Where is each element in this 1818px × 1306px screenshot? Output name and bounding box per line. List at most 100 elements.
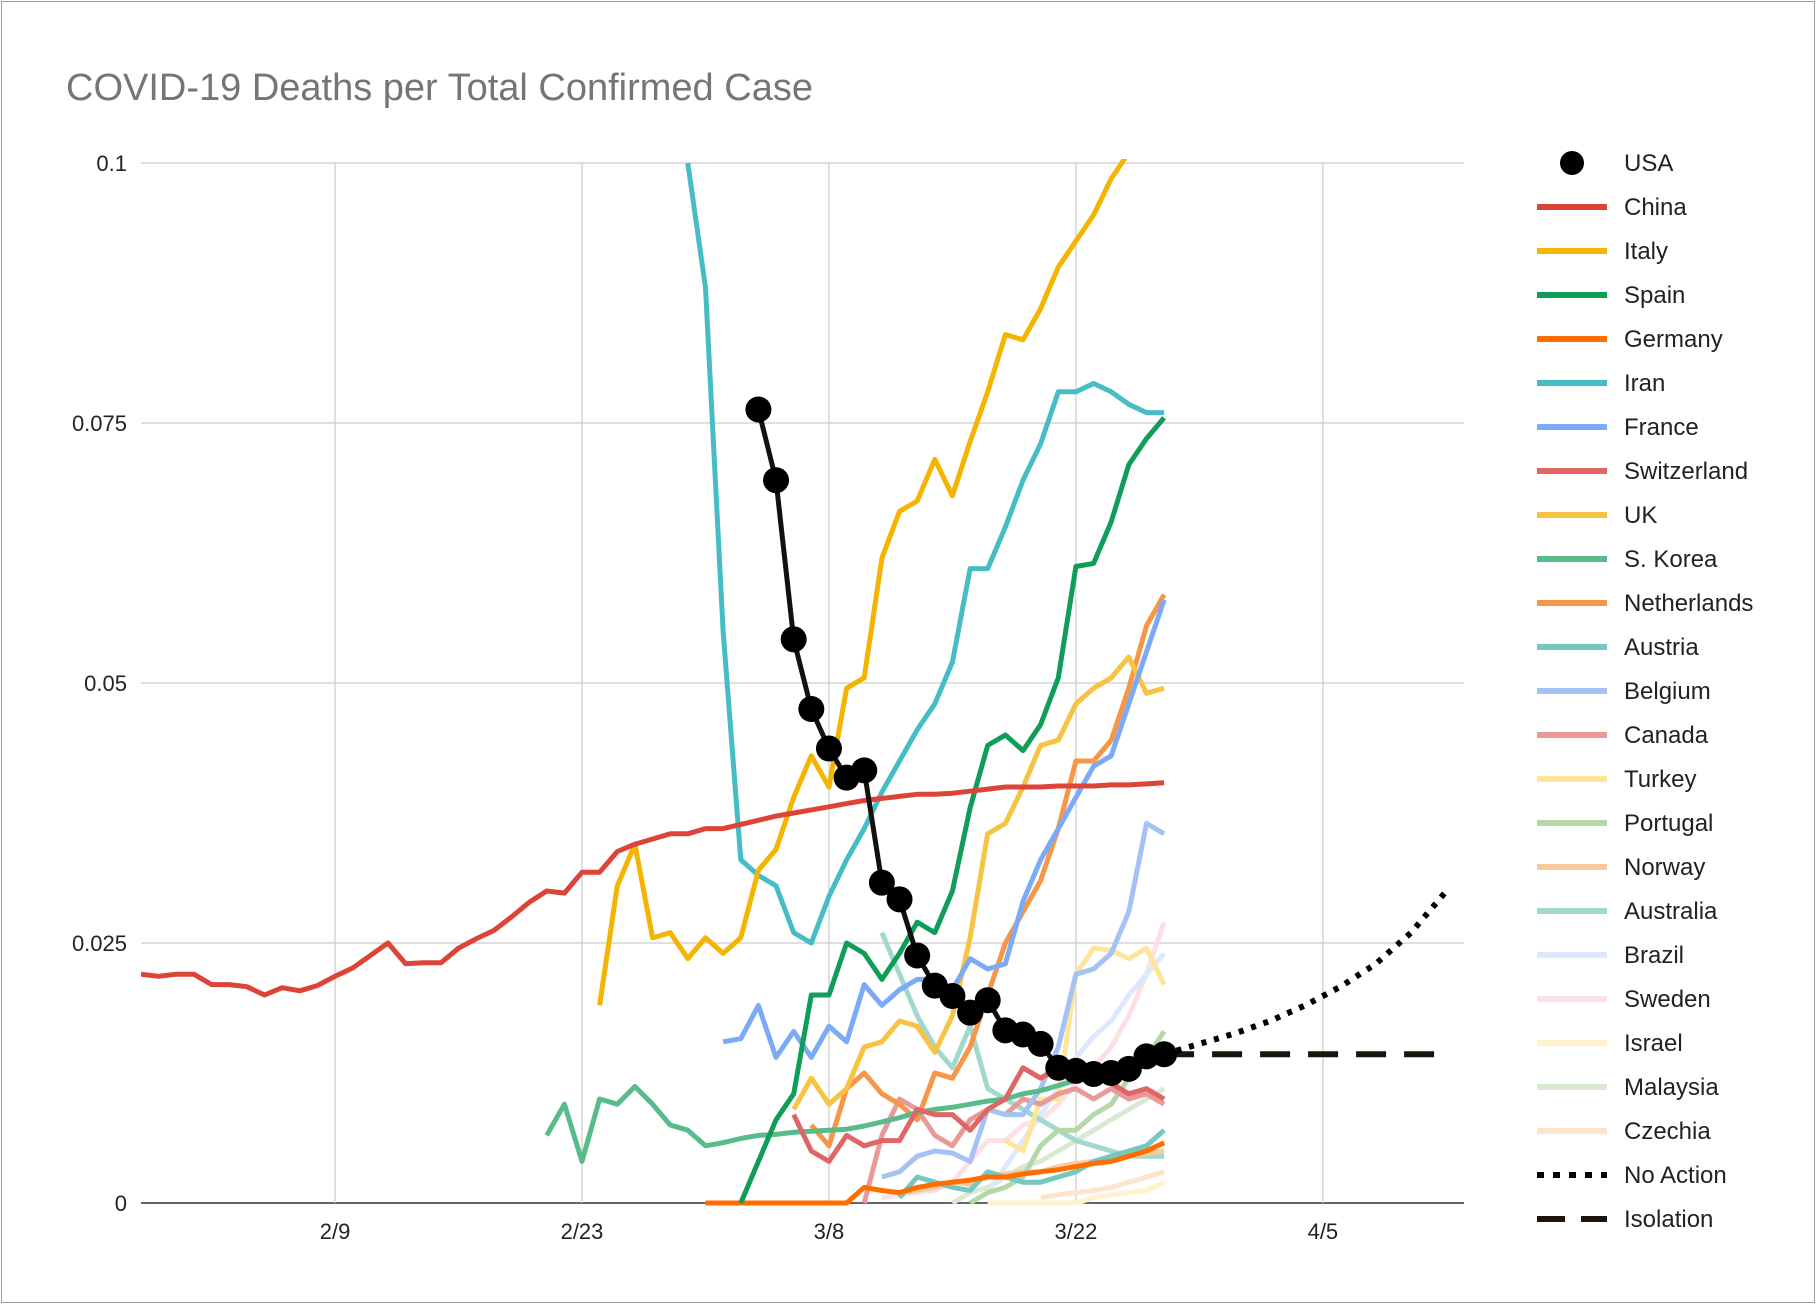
legend-item-norway: Norway xyxy=(1537,854,1705,881)
series-line-iran xyxy=(685,162,1165,946)
series-line-spain xyxy=(738,416,1167,1204)
data-point-usa xyxy=(1151,1041,1178,1068)
series-spain xyxy=(738,416,1167,1204)
legend-label: Isolation xyxy=(1624,1206,1713,1233)
series-line-italy xyxy=(597,159,1128,1006)
legend-label: S. Korea xyxy=(1624,546,1718,573)
legend-item-canada: Canada xyxy=(1537,722,1709,749)
series-line-canada xyxy=(861,1086,1166,1204)
legend-label: Malaysia xyxy=(1624,1074,1719,1101)
legend-item-belgium: Belgium xyxy=(1537,678,1711,705)
series-czechia xyxy=(1040,1169,1165,1201)
legend-item-isolation: Isolation xyxy=(1537,1206,1713,1233)
legend-item-france: France xyxy=(1537,414,1699,441)
legend-label: Brazil xyxy=(1624,942,1684,969)
data-point-usa xyxy=(886,886,913,913)
legend-label: Netherlands xyxy=(1624,590,1753,617)
series-turkey xyxy=(1004,945,1167,1154)
legend-item-switzerland: Switzerland xyxy=(1537,458,1748,485)
series-line-uk xyxy=(791,654,1165,1111)
data-point-usa xyxy=(939,983,966,1010)
data-point-usa xyxy=(763,467,790,494)
legend-item-spain: Spain xyxy=(1537,282,1685,309)
legend-label: Austria xyxy=(1624,634,1699,661)
legend-item-sweden: Sweden xyxy=(1537,986,1711,1013)
legend-item-portugal: Portugal xyxy=(1537,810,1713,837)
legend-label: Canada xyxy=(1624,722,1709,749)
legend-label: Germany xyxy=(1624,326,1723,353)
legend-label: Sweden xyxy=(1624,986,1711,1013)
legend-label: Norway xyxy=(1624,854,1705,881)
legend-label: China xyxy=(1624,194,1687,221)
legend-item-malaysia: Malaysia xyxy=(1537,1074,1719,1101)
series-layer xyxy=(141,159,1449,1206)
series-malaysia xyxy=(951,1086,1166,1206)
data-point-usa xyxy=(1027,1030,1054,1057)
data-point-usa xyxy=(745,396,772,423)
y-tick-label: 0.075 xyxy=(72,411,127,436)
series-line-malaysia xyxy=(951,1086,1166,1206)
series-line-china xyxy=(141,780,1165,998)
legend-item-turkey: Turkey xyxy=(1537,766,1696,793)
legend-item-germany: Germany xyxy=(1537,326,1723,353)
x-tick-label: 3/22 xyxy=(1055,1219,1098,1244)
series-uk xyxy=(791,654,1165,1111)
series-line-israel xyxy=(987,1179,1166,1206)
legend-label: Switzerland xyxy=(1624,458,1748,485)
series-line-germany xyxy=(705,1140,1166,1206)
legend-label: Iran xyxy=(1624,370,1665,397)
y-tick-label: 0.1 xyxy=(96,151,127,176)
data-point-usa xyxy=(974,987,1001,1014)
legend-label: USA xyxy=(1624,150,1673,177)
legend-label: Czechia xyxy=(1624,1118,1711,1145)
legend-label: Portugal xyxy=(1624,810,1713,837)
series-s-korea xyxy=(544,1048,1165,1164)
series-line-s-korea xyxy=(544,1048,1165,1164)
series-iran xyxy=(685,162,1165,946)
series-usa xyxy=(745,396,1178,1088)
x-tick-label: 2/23 xyxy=(561,1219,604,1244)
legend-marker xyxy=(1560,151,1584,175)
legend-item-usa: USA xyxy=(1560,150,1673,177)
legend-item-austria: Austria xyxy=(1537,634,1699,661)
legend-item-australia: Australia xyxy=(1537,898,1718,925)
series-israel xyxy=(987,1179,1166,1206)
legend-label: France xyxy=(1624,414,1699,441)
data-point-usa xyxy=(780,626,807,653)
series-line-sweden xyxy=(881,921,1167,1201)
legend-item-israel: Israel xyxy=(1537,1030,1683,1057)
series-no-action xyxy=(1163,889,1449,1058)
legend-label: Israel xyxy=(1624,1030,1683,1057)
series-italy xyxy=(597,159,1128,1006)
axis-ticks: 0 0.025 0.05 0.075 0.1 2/9 2/23 3/8 3/22 4/5 xyxy=(72,151,1338,1244)
legend-item-no-action: No Action xyxy=(1537,1162,1727,1189)
legend-item-s-korea: S. Korea xyxy=(1537,546,1718,573)
data-point-usa xyxy=(798,696,825,722)
x-tick-label: 3/8 xyxy=(814,1219,845,1244)
legend-item-czechia: Czechia xyxy=(1537,1118,1711,1145)
data-point-usa xyxy=(904,942,931,969)
legend-item-uk: UK xyxy=(1537,502,1657,529)
legend-item-brazil: Brazil xyxy=(1537,942,1684,969)
legend-label: No Action xyxy=(1624,1162,1727,1189)
legend-label: Australia xyxy=(1624,898,1718,925)
y-tick-label: 0 xyxy=(115,1191,127,1216)
series-line-no-action xyxy=(1163,889,1449,1058)
legend: USA China Italy Spain Germany Iran France Switz… xyxy=(1537,150,1753,1233)
legend-label: Belgium xyxy=(1624,678,1711,705)
legend-label: Italy xyxy=(1624,238,1668,265)
grid-lines xyxy=(141,162,1464,1204)
series-sweden xyxy=(881,921,1167,1201)
legend-item-china: China xyxy=(1537,194,1687,221)
legend-label: Spain xyxy=(1624,282,1685,309)
series-china xyxy=(141,780,1165,998)
series-line-belgium xyxy=(881,820,1166,1180)
series-canada xyxy=(861,1086,1166,1204)
y-tick-label: 0.025 xyxy=(72,931,127,956)
series-belgium xyxy=(881,820,1166,1180)
legend-item-netherlands: Netherlands xyxy=(1537,590,1753,617)
chart-title: COVID-19 Deaths per Total Confirmed Case xyxy=(66,67,813,109)
series-germany xyxy=(705,1140,1166,1206)
